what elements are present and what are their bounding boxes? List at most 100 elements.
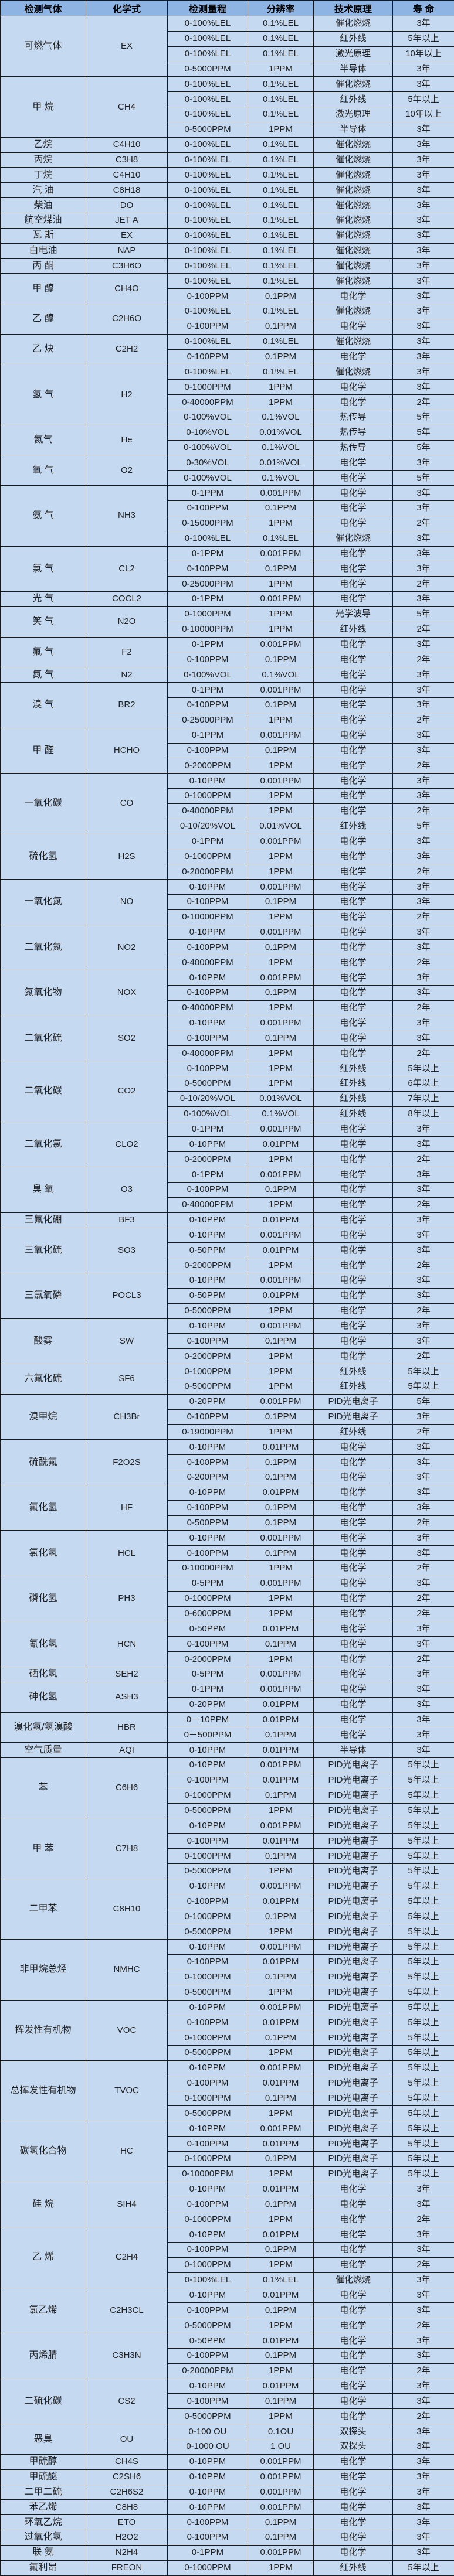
header-gas: 检测气体 [1, 1, 86, 16]
principle-cell: PID光电离子 [314, 1985, 393, 2000]
principle-cell: 电化学 [314, 1031, 393, 1046]
resolution-cell: 1PPM [248, 577, 314, 592]
range-cell: 0-100PPM [168, 501, 248, 516]
resolution-cell: 1PPM [248, 758, 314, 774]
formula-cell: C7H8 [86, 1818, 168, 1879]
principle-cell: 电化学 [314, 683, 393, 698]
range-cell: 0-100PPM [168, 2530, 248, 2546]
life-cell: 3年 [393, 77, 454, 92]
range-cell: 0-100%LEL [168, 198, 248, 213]
life-cell: 3年 [393, 364, 454, 380]
principle-cell: 电化学 [314, 1228, 393, 1243]
resolution-cell: 0.1%LEL [248, 31, 314, 46]
principle-cell: 电化学 [314, 728, 393, 743]
formula-cell: NH3 [86, 486, 168, 546]
resolution-cell: 0.001PPM [248, 1682, 314, 1697]
range-cell: 0-1000PPM [168, 2257, 248, 2272]
range-cell: 0-100%LEL [168, 152, 248, 168]
gas-name-cell: 二氧化硫 [1, 1016, 86, 1061]
resolution-cell: 1PPM [248, 395, 314, 410]
life-cell: 3年 [393, 1334, 454, 1349]
life-cell: 3年 [393, 894, 454, 909]
principle-cell: 电化学 [314, 1591, 393, 1606]
range-cell: 0-10PPM [168, 1440, 248, 1455]
resolution-cell: 0.001PPM [248, 2485, 314, 2500]
life-cell: 3年 [393, 2348, 454, 2363]
principle-cell: 电化学 [314, 2530, 393, 2546]
formula-cell: C2H4 [86, 2227, 168, 2288]
principle-cell: 电化学 [314, 652, 393, 667]
life-cell: 3年 [393, 2454, 454, 2469]
principle-cell: 催化燃烧 [314, 2272, 393, 2288]
resolution-cell: 0.01PPM [248, 2379, 314, 2394]
formula-cell: SO3 [86, 1228, 168, 1273]
formula-cell: SIH4 [86, 2182, 168, 2227]
range-cell: 0-100%VOL [168, 440, 248, 455]
range-cell: 0-100PPM [168, 2197, 248, 2212]
life-cell: 3年 [393, 2182, 454, 2197]
resolution-cell: 0.01%VOL [248, 455, 314, 471]
formula-cell: C2H6O [86, 304, 168, 335]
life-cell: 2年 [393, 1652, 454, 1667]
life-cell: 3年 [393, 2303, 454, 2318]
resolution-cell: 0.1%LEL [248, 152, 314, 168]
formula-cell: PH3 [86, 1576, 168, 1621]
header-resolution: 分辨率 [248, 1, 314, 16]
formula-cell: HBR [86, 1712, 168, 1743]
principle-cell: 电化学 [314, 2363, 393, 2379]
range-cell: 0-1PPM [168, 1682, 248, 1697]
principle-cell: 热传导 [314, 425, 393, 440]
principle-cell: 电化学 [314, 1667, 393, 1682]
formula-cell: HCN [86, 1621, 168, 1667]
range-cell: 0-10PPM [168, 1743, 248, 1758]
principle-cell: 电化学 [314, 592, 393, 607]
principle-cell: 红外线 [314, 1091, 393, 1106]
formula-cell: EX [86, 228, 168, 243]
resolution-cell: 0.001PPM [248, 2060, 314, 2076]
range-cell: 0-100%LEL [168, 243, 248, 258]
formula-cell: SW [86, 1318, 168, 1364]
resolution-cell: 0.001PPM [248, 1879, 314, 1894]
life-cell: 5年以上 [393, 31, 454, 46]
life-cell: 2年 [393, 1591, 454, 1606]
range-cell: 0-100%LEL [168, 274, 248, 289]
range-cell: 0-100PPM [168, 2243, 248, 2258]
principle-cell: 红外线 [314, 1379, 393, 1394]
resolution-cell: 1PPM [248, 1606, 314, 1621]
resolution-cell: 0.1PPM [248, 1727, 314, 1743]
formula-cell: CH4 [86, 77, 168, 137]
resolution-cell: 1PPM [248, 1046, 314, 1061]
life-cell: 5年 [393, 606, 454, 622]
principle-cell: PID光电离子 [314, 2137, 393, 2152]
range-cell: 0-1000PPM [168, 2030, 248, 2046]
principle-cell: 电化学 [314, 849, 393, 864]
resolution-cell: 1PPM [248, 2409, 314, 2424]
resolution-cell: 1PPM [248, 1425, 314, 1440]
range-cell: 0-5000PPM [168, 1924, 248, 1940]
resolution-cell: 0.01PPM [248, 2137, 314, 2152]
formula-cell: C6H6 [86, 1758, 168, 1818]
life-cell: 3年 [393, 2545, 454, 2560]
life-cell: 5年以上 [393, 1940, 454, 1955]
resolution-cell: 0.001PPM [248, 683, 314, 698]
principle-cell: 红外线 [314, 622, 393, 637]
range-cell: 0-100PPM [168, 2015, 248, 2030]
principle-cell: PID光电离子 [314, 1955, 393, 1970]
life-cell: 3年 [393, 2530, 454, 2546]
life-cell: 3年 [393, 213, 454, 228]
range-cell: 0-2000PPM [168, 1258, 248, 1273]
principle-cell: 电化学 [314, 667, 393, 683]
resolution-cell: 1 OU [248, 2439, 314, 2455]
range-cell: 0-100 OU [168, 2424, 248, 2439]
principle-cell: 电化学 [314, 1546, 393, 1561]
life-cell: 5年 [393, 425, 454, 440]
formula-cell: C3H6O [86, 258, 168, 274]
life-cell: 5年以上 [393, 1834, 454, 1849]
resolution-cell: 1PPM [248, 2318, 314, 2333]
